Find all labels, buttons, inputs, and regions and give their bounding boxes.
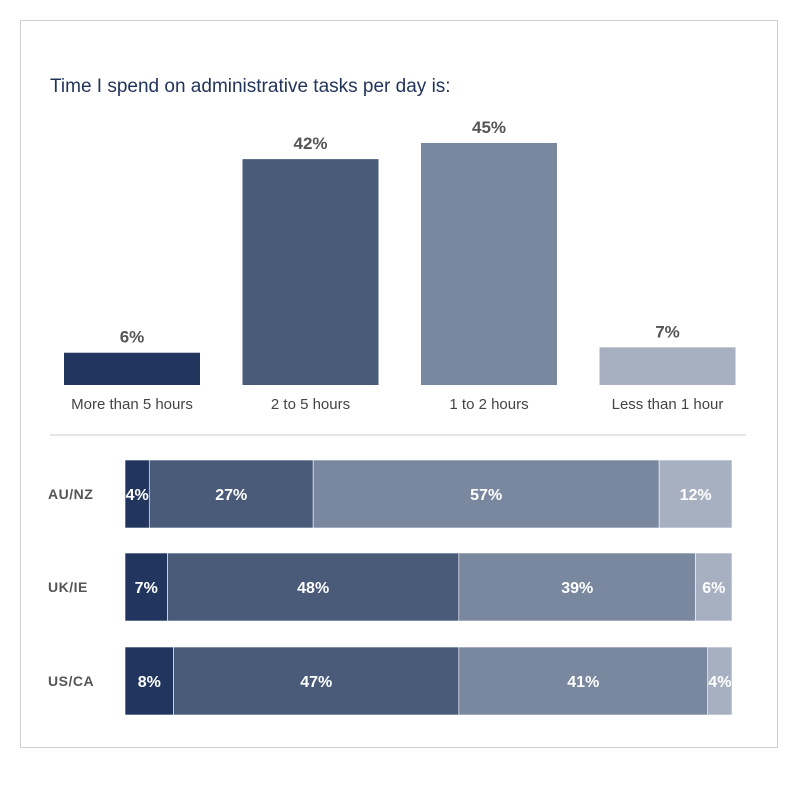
segment-value-label: 57% xyxy=(470,487,502,504)
segment-au-nz-2 xyxy=(148,459,314,529)
region-stacked-chart: AU/NZ 4% 27% 57% 12% UK/IE 7% 48% 39% 6% US/CA 8% 47… xyxy=(48,459,733,716)
bar-value-label: 6% xyxy=(120,328,145,347)
segment-au-nz-1 xyxy=(124,459,150,529)
bar-value-label: 7% xyxy=(655,322,680,341)
segment-value-label: 47% xyxy=(300,674,332,691)
segment-value-label: 4% xyxy=(126,487,149,504)
bar-value-label: 45% xyxy=(472,118,506,137)
segment-value-label: 12% xyxy=(680,487,712,504)
segment-value-label: 41% xyxy=(567,674,599,691)
segment-us-ca-2 xyxy=(173,646,460,716)
segment-us-ca-4 xyxy=(707,646,733,716)
category-label: More than 5 hours xyxy=(71,396,193,413)
category-label: 2 to 5 hours xyxy=(271,396,350,413)
bar-value-label: 42% xyxy=(293,134,327,153)
bar-3 xyxy=(421,143,557,385)
row-label: UK/IE xyxy=(48,579,88,595)
segment-au-nz-4 xyxy=(658,459,733,529)
segment-value-label: 4% xyxy=(708,674,731,691)
segment-us-ca-1 xyxy=(124,646,174,716)
bar-4 xyxy=(599,347,736,385)
segment-value-label: 8% xyxy=(138,674,161,691)
segment-value-label: 48% xyxy=(297,580,329,597)
segment-value-label: 6% xyxy=(702,580,725,597)
row-label: US/CA xyxy=(48,673,94,689)
segment-uk-ie-1 xyxy=(124,552,168,622)
segment-value-label: 27% xyxy=(215,487,247,504)
category-label: Less than 1 hour xyxy=(612,396,724,413)
segment-value-label: 39% xyxy=(561,580,593,597)
segment-uk-ie-4 xyxy=(695,552,733,622)
segment-value-label: 7% xyxy=(135,580,158,597)
summary-bar-chart: 6% More than 5 hours 42% 2 to 5 hours 45% 1 t… xyxy=(64,118,736,413)
segment-us-ca-3 xyxy=(458,646,709,716)
segment-uk-ie-2 xyxy=(167,552,460,622)
category-label: 1 to 2 hours xyxy=(449,396,528,413)
bar-1 xyxy=(64,352,200,385)
chart-title: Time I spend on administrative tasks per… xyxy=(50,76,451,97)
segment-uk-ie-3 xyxy=(458,552,696,622)
row-label: AU/NZ xyxy=(48,486,93,502)
segment-au-nz-3 xyxy=(312,459,660,529)
bar-2 xyxy=(242,159,379,385)
